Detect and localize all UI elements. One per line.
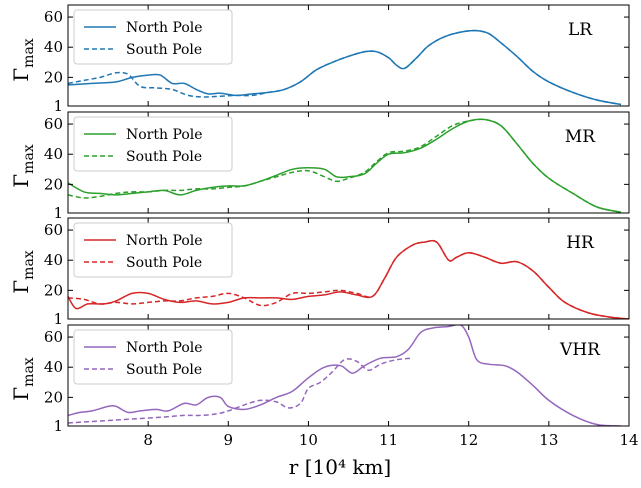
legend-entry: North Pole	[126, 20, 203, 36]
y-tick-label: 60	[44, 221, 63, 239]
legend-entry: South Pole	[126, 362, 202, 378]
panel-frame	[67, 217, 630, 320]
y-tick-label: 20	[44, 68, 63, 86]
y-tick-label: 1	[53, 97, 63, 115]
panel-frame	[67, 4, 630, 107]
y-tick-label: 20	[44, 388, 63, 406]
y-axis-title-3: Γmax	[9, 250, 37, 294]
panel-vhr: 1 20 40 60 8 9 10 11 12 13 14 VHR North Pole South Po…	[44, 324, 639, 449]
y-tick-label: 20	[44, 175, 63, 193]
legend-box	[73, 222, 233, 278]
y-tick-label: 40	[44, 38, 63, 56]
x-tick-label: 12	[459, 431, 478, 449]
y-axis-title-2: Γmax	[9, 144, 37, 188]
panels: 1 20 40 60 LR North Pole South Pole 1 20 40 60 MR No…	[44, 4, 639, 449]
panel-label: MR	[565, 127, 596, 147]
legend-box	[73, 116, 233, 172]
legend-box	[73, 9, 233, 65]
x-tick-label: 14	[619, 431, 638, 449]
y-tick-label: 60	[44, 328, 63, 346]
y-tick-label: 40	[44, 358, 63, 376]
panel-label: LR	[568, 20, 593, 40]
panel-label: VHR	[559, 340, 601, 360]
series-line-south-pole	[68, 239, 629, 319]
legend-entry: North Pole	[126, 340, 203, 356]
panel-hr: 1 20 40 60 HR North Pole South Pole	[44, 217, 630, 328]
x-axis-title: r [10⁴ km]	[289, 455, 391, 479]
y-tick-label: 60	[44, 8, 63, 26]
y-axis-title-1: Γmax	[9, 38, 37, 82]
y-tick-label: 60	[44, 115, 63, 133]
panel-label: HR	[566, 233, 595, 253]
series-line-south-pole	[68, 118, 622, 213]
legend-entry: South Pole	[126, 42, 202, 58]
y-axis-title-4: Γmax	[9, 357, 37, 401]
x-tick-label: 9	[224, 431, 234, 449]
y-tick-label: 1	[53, 204, 63, 222]
panel-mr: 1 20 40 60 MR North Pole South Pole	[44, 111, 630, 222]
panel-frame	[67, 324, 630, 427]
y-tick-label: 1	[53, 310, 63, 328]
x-tick-label: 11	[379, 431, 398, 449]
series-line-south-pole	[68, 29, 622, 106]
series-line-south-pole	[68, 357, 413, 424]
y-tick-label: 40	[44, 145, 63, 163]
x-tick-label: 8	[143, 431, 153, 449]
legend-entry: South Pole	[126, 255, 202, 271]
panel-lr: 1 20 40 60 LR North Pole South Pole	[44, 4, 630, 115]
legend-box	[73, 329, 233, 385]
y-tick-label: 40	[44, 251, 63, 269]
x-tick-label: 13	[539, 431, 558, 449]
legend-entry: North Pole	[126, 233, 203, 249]
panel-frame	[67, 111, 630, 214]
legend-entry: South Pole	[126, 149, 202, 165]
legend-entry: North Pole	[126, 127, 203, 143]
x-tick-label: 10	[299, 431, 318, 449]
series-line-north-pole	[68, 325, 622, 426]
y-tick-label: 20	[44, 281, 63, 299]
y-tick-label: 1	[53, 417, 63, 435]
